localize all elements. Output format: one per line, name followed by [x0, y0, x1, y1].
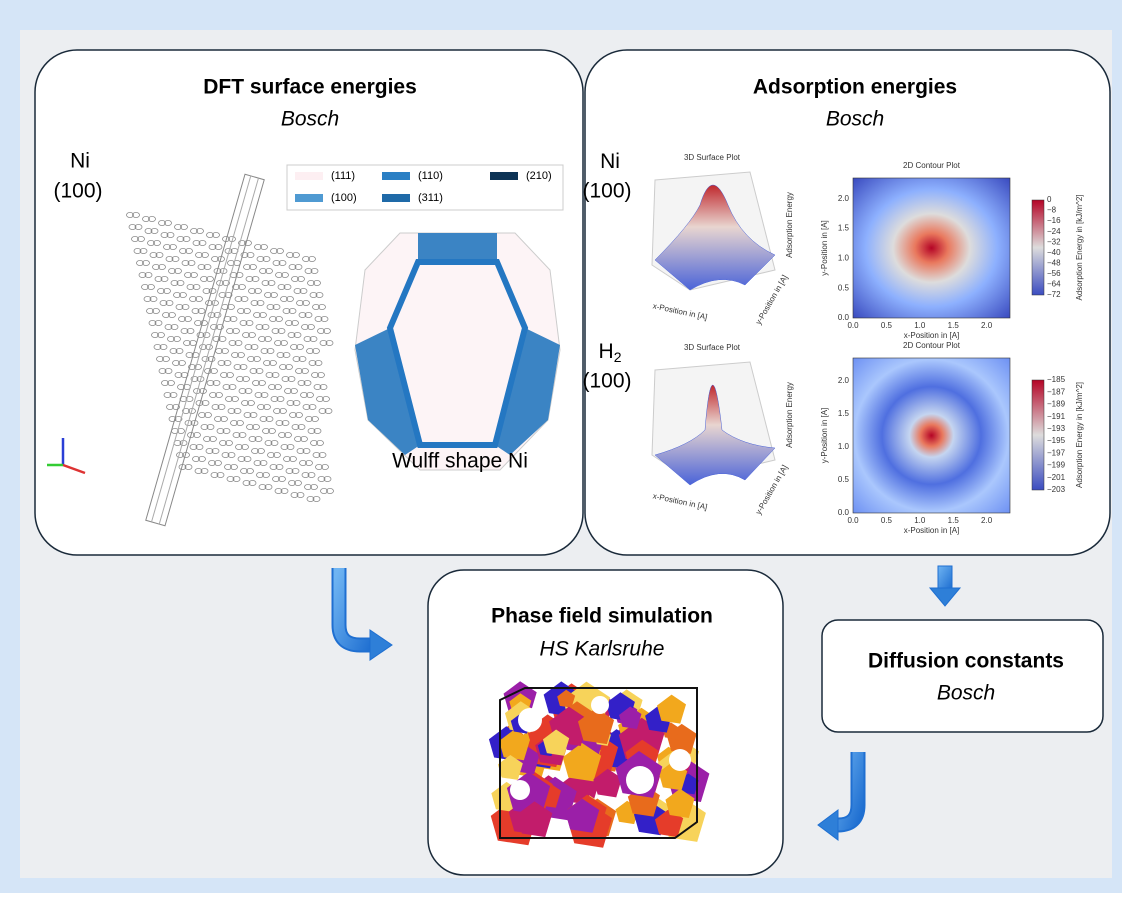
- source: Bosch: [937, 682, 995, 705]
- species-text: H: [599, 340, 614, 363]
- colorbar-tick-label: −8: [1047, 206, 1057, 215]
- colorbar-tick-label: −199: [1047, 461, 1066, 470]
- legend-swatch: [382, 194, 410, 202]
- microstructure: [489, 681, 709, 847]
- x-tick-label: 1.0: [914, 516, 926, 525]
- colorbar-tick-label: −16: [1047, 216, 1061, 225]
- x-tick-label: 0.5: [881, 516, 893, 525]
- contour: [853, 358, 1010, 513]
- legend-swatch: [490, 172, 518, 180]
- contour-x-label: x-Position in [A]: [904, 526, 960, 535]
- surface-z-label: Adsorption Energy: [785, 382, 794, 448]
- diagram: DFT surface energies Bosch Ni (100) (111…: [0, 0, 1122, 893]
- species-text: Ni: [600, 150, 620, 173]
- facet: (100): [582, 370, 631, 393]
- colorbar: [1032, 200, 1044, 295]
- x-tick-label: 2.0: [981, 516, 993, 525]
- y-tick-label: 1.0: [838, 254, 850, 263]
- x-tick-label: 0.0: [847, 516, 859, 525]
- colorbar-tick-label: −197: [1047, 448, 1066, 457]
- colorbar-tick-label: −32: [1047, 237, 1061, 246]
- x-tick-label: 0.0: [847, 321, 859, 330]
- colorbar-label: Adsorption Energy in [kJ/m^2]: [1075, 194, 1084, 300]
- pore: [669, 749, 691, 771]
- colorbar-tick-label: −201: [1047, 473, 1066, 482]
- legend-label: (100): [331, 192, 357, 204]
- contour-y-label: y-Position in [A]: [820, 408, 829, 464]
- y-tick-label: 2.0: [838, 376, 850, 385]
- y-tick-label: 1.0: [838, 442, 850, 451]
- facet: (100): [53, 180, 102, 203]
- colorbar-tick-label: −64: [1047, 280, 1061, 289]
- pore: [510, 780, 530, 800]
- wulff-caption: Wulff shape Ni: [392, 450, 528, 473]
- x-tick-label: 1.0: [914, 321, 926, 330]
- surface-z-label: Adsorption Energy: [785, 192, 794, 258]
- colorbar-tick-label: −56: [1047, 269, 1061, 278]
- colorbar-tick-label: −48: [1047, 258, 1061, 267]
- legend-swatch: [295, 172, 323, 180]
- colorbar-tick-label: −72: [1047, 290, 1061, 299]
- colorbar-tick-label: −40: [1047, 248, 1061, 257]
- x-tick-label: 1.5: [948, 516, 960, 525]
- title: DFT surface energies: [203, 76, 417, 99]
- legend-swatch: [295, 194, 323, 202]
- legend-label: (210): [526, 170, 552, 182]
- legend-label: (111): [331, 170, 355, 182]
- species: Ni: [600, 150, 620, 173]
- legend-label: (311): [418, 192, 443, 204]
- x-tick-label: 1.5: [948, 321, 960, 330]
- legend-label: (110): [418, 170, 443, 182]
- colorbar-tick-label: −203: [1047, 485, 1066, 494]
- colorbar-tick-label: −191: [1047, 412, 1066, 421]
- colorbar-tick-label: −189: [1047, 400, 1066, 409]
- species-subscript: 2: [614, 349, 622, 365]
- pore: [518, 708, 542, 732]
- colorbar-tick-label: −24: [1047, 227, 1061, 236]
- colorbar-tick-label: −193: [1047, 424, 1066, 433]
- source: Bosch: [826, 108, 884, 131]
- y-tick-label: 1.5: [838, 224, 850, 233]
- facet: (100): [582, 180, 631, 203]
- y-tick-label: 1.5: [838, 409, 850, 418]
- title: Phase field simulation: [491, 605, 713, 628]
- contour-x-label: x-Position in [A]: [904, 331, 960, 340]
- surface-title: 3D Surface Plot: [684, 343, 741, 352]
- contour-title: 2D Contour Plot: [903, 341, 961, 350]
- colorbar-tick-label: −187: [1047, 387, 1066, 396]
- x-tick-label: 2.0: [981, 321, 993, 330]
- y-tick-label: 2.0: [838, 194, 850, 203]
- surface-title: 3D Surface Plot: [684, 153, 741, 162]
- pore: [626, 766, 654, 794]
- diffusion-box: [822, 620, 1103, 732]
- contour-y-label: y-Position in [A]: [820, 220, 829, 276]
- colorbar: [1032, 380, 1044, 490]
- facet-100: [418, 233, 497, 262]
- species: Ni: [70, 150, 90, 173]
- title: Adsorption energies: [753, 76, 957, 99]
- x-tick-label: 0.5: [881, 321, 893, 330]
- y-tick-label: 0.0: [838, 508, 850, 517]
- title: Diffusion constants: [868, 650, 1064, 673]
- contour-title: 2D Contour Plot: [903, 161, 961, 170]
- legend-swatch: [382, 172, 410, 180]
- source: Bosch: [281, 108, 339, 131]
- pore: [591, 696, 609, 714]
- y-tick-label: 0.0: [838, 313, 850, 322]
- colorbar-label: Adsorption Energy in [kJ/m^2]: [1075, 382, 1084, 488]
- colorbar-tick-label: 0: [1047, 195, 1052, 204]
- source: HS Karlsruhe: [540, 638, 665, 661]
- colorbar-tick-label: −195: [1047, 436, 1066, 445]
- y-tick-label: 0.5: [838, 475, 850, 484]
- y-tick-label: 0.5: [838, 283, 850, 292]
- colorbar-tick-label: −185: [1047, 375, 1066, 384]
- contour: [853, 178, 1010, 318]
